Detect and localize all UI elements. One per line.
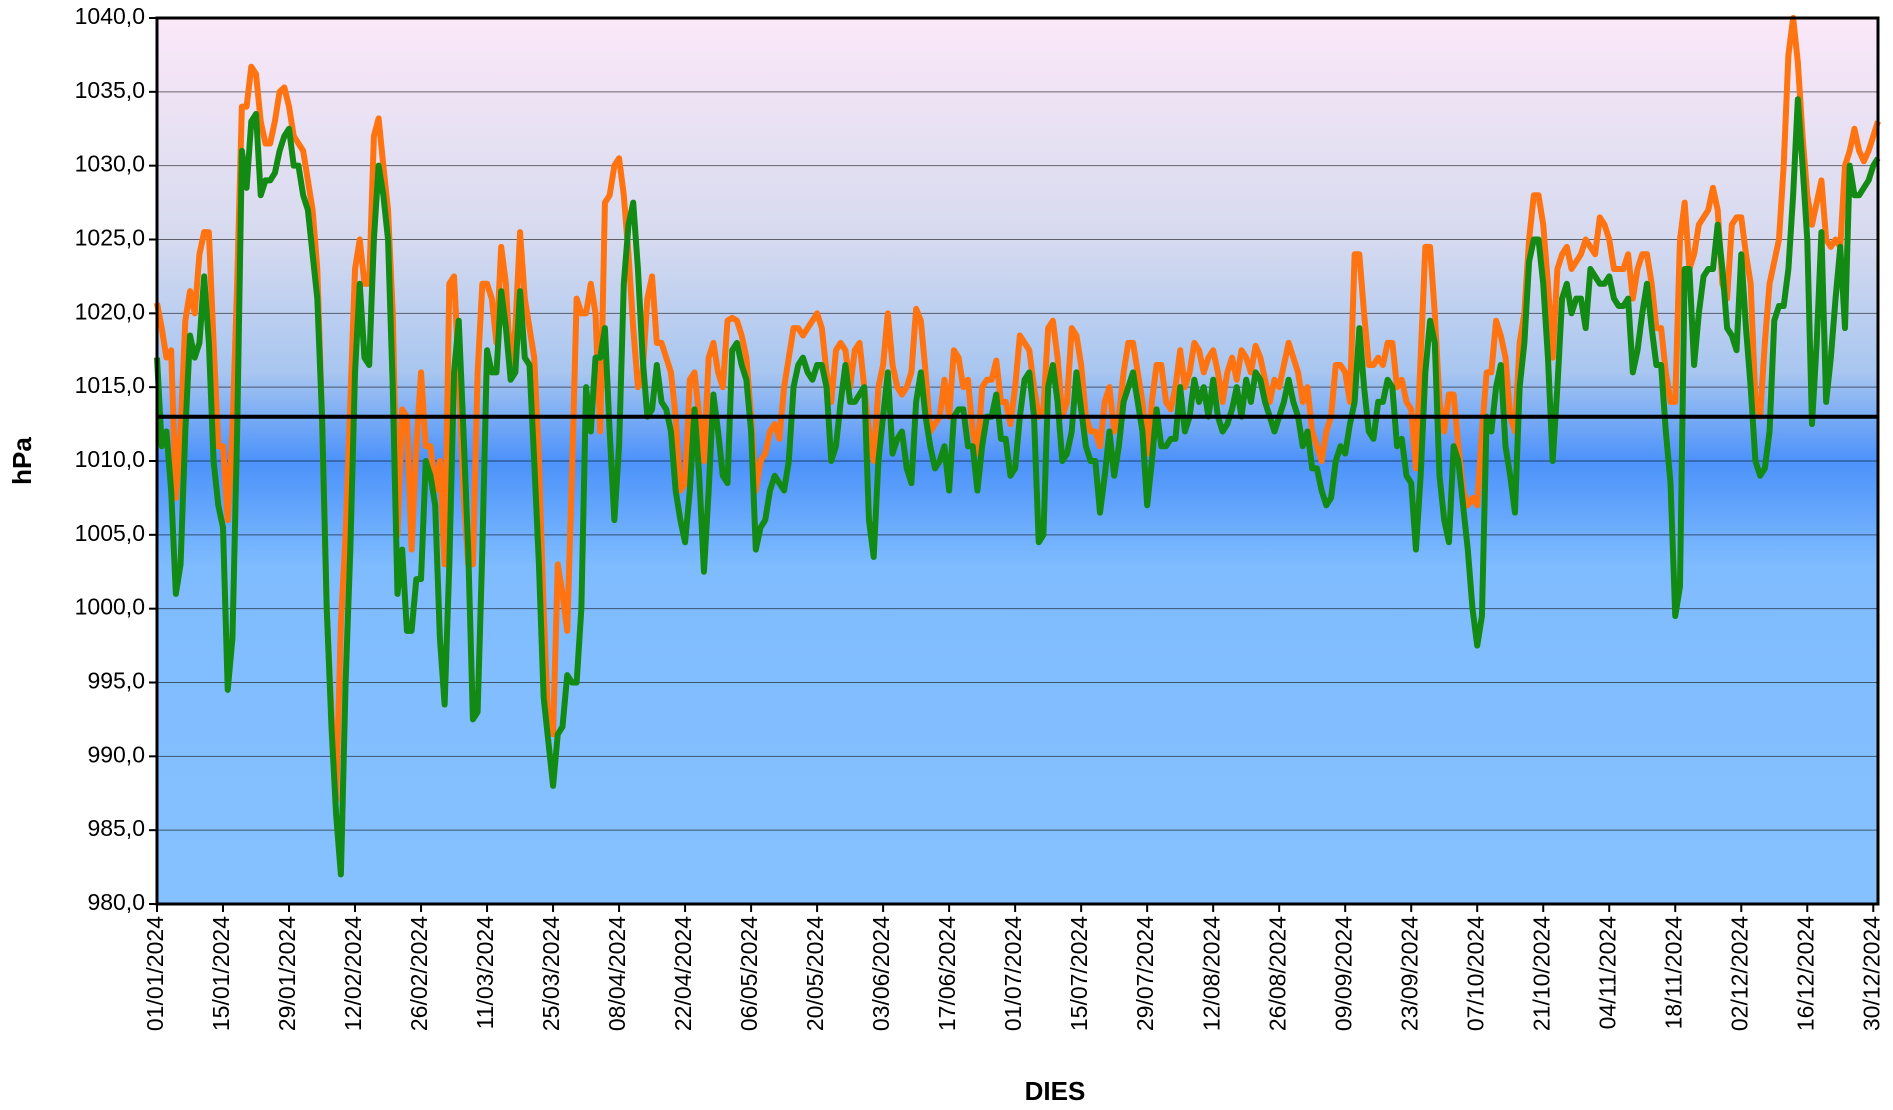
x-tick-label: 20/05/2024 (802, 916, 828, 1031)
y-tick-label: 1040,0 (75, 3, 145, 29)
y-tick-label: 1030,0 (75, 151, 145, 177)
y-tick-label: 980,0 (87, 889, 145, 915)
x-tick-label: 08/04/2024 (604, 916, 630, 1031)
y-tick-label: 1025,0 (75, 225, 145, 251)
x-tick-label: 17/06/2024 (934, 916, 960, 1031)
y-tick-label: 985,0 (87, 815, 145, 841)
x-tick-label: 15/07/2024 (1066, 916, 1092, 1031)
x-tick-label: 04/11/2024 (1594, 916, 1620, 1030)
y-tick-label: 1020,0 (75, 298, 145, 324)
x-tick-label: 01/07/2024 (1000, 916, 1026, 1031)
x-tick-label: 21/10/2024 (1528, 916, 1554, 1031)
x-tick-label: 12/02/2024 (340, 916, 366, 1031)
labels: 980,0 985,0 990,0 995,0 1000,0 1005,0 1010,0 10… (75, 3, 1885, 1031)
y-tick-label: 995,0 (87, 668, 145, 694)
y-tick-label: 990,0 (87, 741, 145, 767)
y-tick-label: 1035,0 (75, 77, 145, 103)
series-line (154, 15, 1881, 804)
lines (154, 15, 1881, 878)
y-axis-title: hPa (7, 437, 37, 485)
x-tick-label: 23/09/2024 (1396, 916, 1422, 1031)
x-tick-label: 18/11/2024 (1660, 916, 1686, 1030)
y-tick-label: 1005,0 (75, 520, 145, 546)
x-tick-label: 26/08/2024 (1264, 916, 1290, 1031)
x-tick-label: 11/03/2024 (472, 916, 498, 1030)
x-tick-label: 16/12/2024 (1792, 916, 1818, 1031)
x-axis-title: DIES (1025, 1076, 1086, 1106)
x-tick-label: 22/04/2024 (670, 916, 696, 1031)
x-tick-label: 03/06/2024 (868, 916, 894, 1031)
x-tick-label: 09/09/2024 (1330, 916, 1356, 1031)
x-tick-label: 25/03/2024 (538, 916, 564, 1031)
y-tick-label: 1015,0 (75, 372, 145, 398)
grid (157, 17, 1878, 905)
x-tick-label: 01/01/2024 (142, 916, 168, 1031)
series-line (154, 96, 1881, 878)
x-tick-label: 07/10/2024 (1462, 916, 1488, 1031)
x-tick-label: 02/12/2024 (1726, 916, 1752, 1031)
x-tick-label: 29/07/2024 (1132, 916, 1158, 1031)
x-tick-label: 06/05/2024 (736, 916, 762, 1031)
y-tick-label: 1000,0 (75, 594, 145, 620)
x-tick-label: 30/12/2024 (1858, 916, 1884, 1031)
y-tick-label: 1010,0 (75, 446, 145, 472)
x-tick-label: 12/08/2024 (1198, 916, 1224, 1031)
x-tick-label: 29/01/2024 (274, 916, 300, 1031)
x-tick-label: 26/02/2024 (406, 916, 432, 1031)
x-tick-label: 15/01/2024 (208, 916, 234, 1031)
